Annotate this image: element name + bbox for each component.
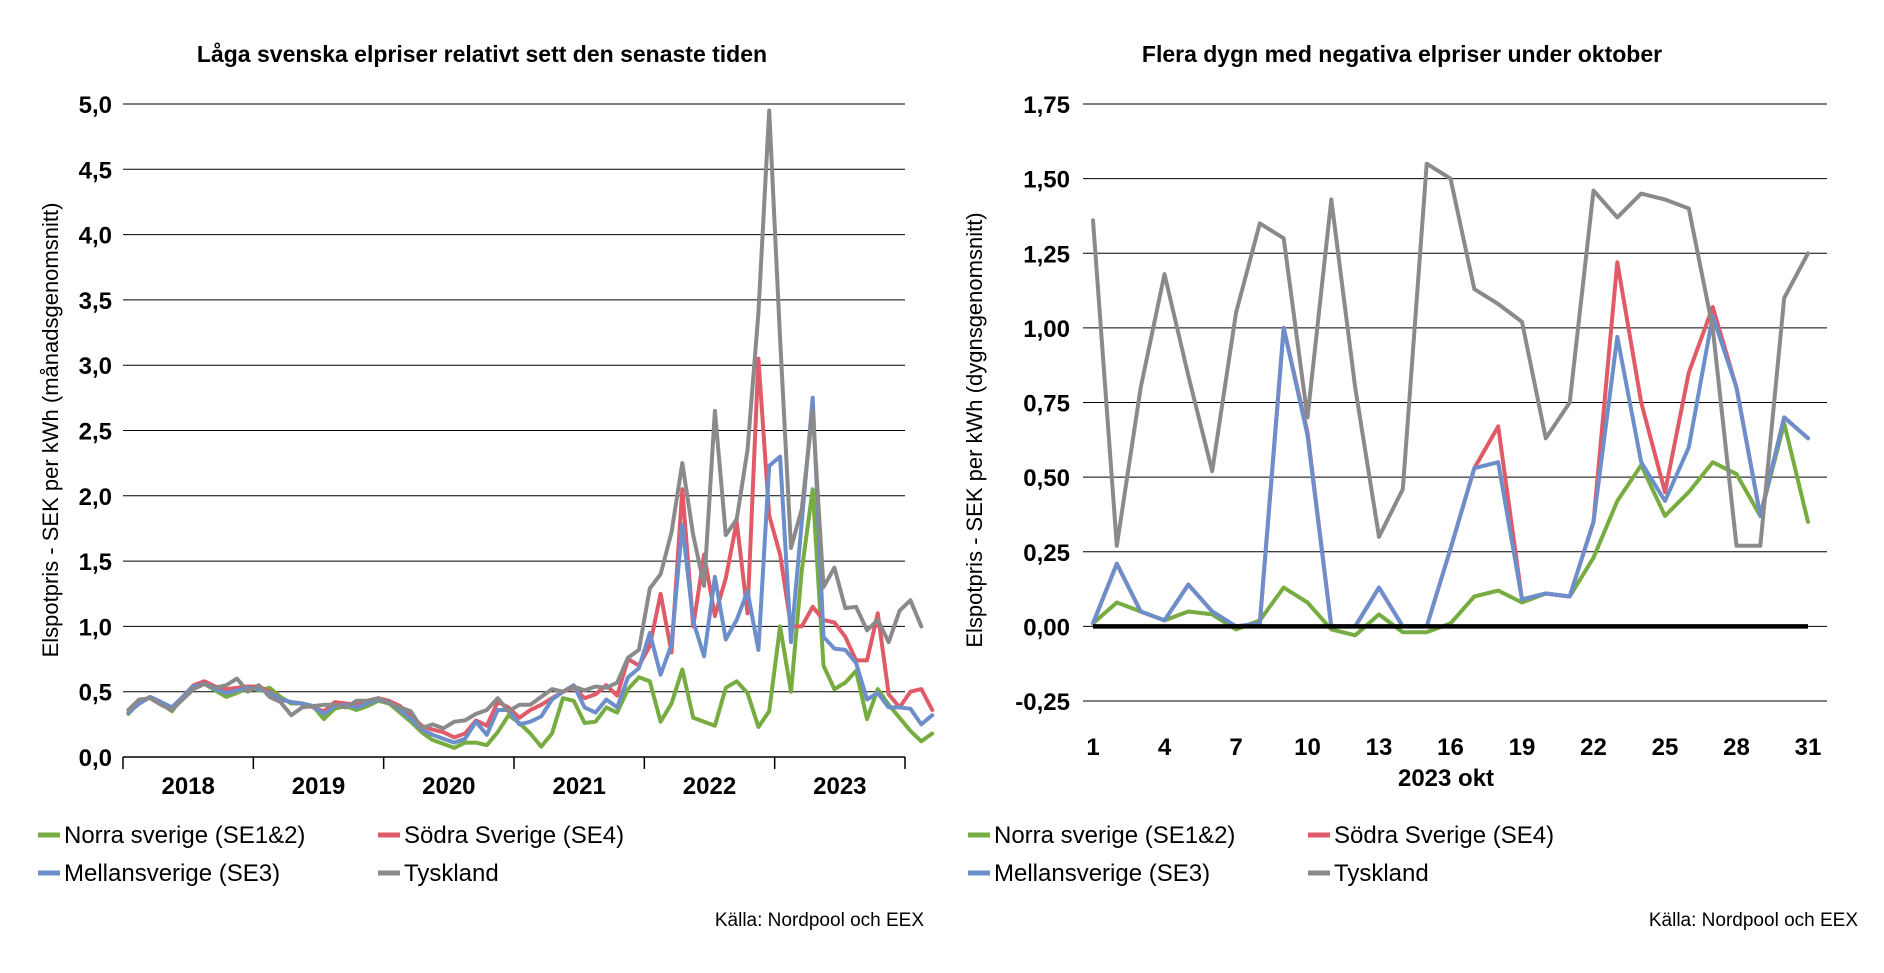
left-x-tick-label: 2023 (813, 773, 866, 800)
left-y-tick-label: 0,0 (79, 745, 112, 772)
right-x-tick-label: 4 (1158, 734, 1172, 761)
legend-label-tyskland: Tyskland (1334, 860, 1429, 887)
left-y-tick-label: 5,0 (79, 92, 112, 119)
left-x-tick-label: 2019 (292, 773, 345, 800)
right-x-tick-label: 25 (1652, 734, 1679, 761)
right-x-tick-label: 16 (1437, 734, 1464, 761)
left-y-tick-label: 3,0 (79, 353, 112, 380)
right-y-tick-label: -0,25 (1015, 689, 1070, 716)
legend-label-sodra: Södra Sverige (SE4) (404, 822, 624, 849)
legend-label-norra: Norra sverige (SE1&2) (994, 822, 1235, 849)
right-y-tick-label: 1,00 (1023, 316, 1070, 343)
right-series-line-tyskland (1093, 164, 1808, 546)
legend-label-mellan: Mellansverige (SE3) (64, 860, 280, 887)
right-x-tick-label: 7 (1229, 734, 1242, 761)
left-plot-area: 0,0 0,5 1,0 1,5 2,0 2,5 3,0 3,5 4,0 4,5 5,0 2018 201… (79, 92, 933, 800)
right-x-tick-label: 10 (1294, 734, 1321, 761)
left-x-tick-label: 2021 (552, 773, 605, 800)
left-series-line-tyskland (128, 111, 921, 729)
right-x-tick-label: 13 (1366, 734, 1393, 761)
left-x-tick-label: 2018 (161, 773, 214, 800)
right-y-tick-label: 1,75 (1023, 92, 1070, 119)
left-y-tick-label: 4,0 (79, 223, 112, 250)
right-x-tick-label: 19 (1509, 734, 1536, 761)
right-y-tick-label: 0,00 (1023, 614, 1070, 641)
right-source-note: Källa: Nordpool och EEX (1649, 910, 1858, 931)
left-chart-title: Låga svenska elpriser relativt sett den … (197, 41, 767, 67)
right-x-tick-label: 1 (1086, 734, 1099, 761)
right-y-tick-label: 1,50 (1023, 167, 1070, 194)
left-x-tick-label: 2022 (683, 773, 736, 800)
left-y-axis-label: Elspotpris - SEK per kWh (månadsgenomsni… (38, 203, 63, 658)
right-x-tick-label: 28 (1723, 734, 1750, 761)
left-y-tick-label: 3,5 (79, 288, 112, 315)
right-plot-area: -0,25 0,00 0,25 0,50 0,75 1,00 1,25 1,50 1,75 1 4 7… (1015, 92, 1827, 761)
left-legend: Norra sverige (SE1&2) Södra Sverige (SE4)… (38, 822, 624, 887)
right-y-axis-label: Elspotpris - SEK per kWh (dygnsgenomsnit… (962, 212, 987, 647)
legend-label-sodra: Södra Sverige (SE4) (1334, 822, 1554, 849)
left-y-tick-label: 1,5 (79, 549, 112, 576)
legend-label-mellan: Mellansverige (SE3) (994, 860, 1210, 887)
right-series-line-sodra (1093, 262, 1808, 626)
legend-label-tyskland: Tyskland (404, 860, 499, 887)
left-y-tick-label: 0,5 (79, 680, 112, 707)
right-y-tick-label: 0,50 (1023, 465, 1070, 492)
right-series-line-norra (1093, 423, 1808, 635)
left-y-tick-label: 2,0 (79, 484, 112, 511)
right-x-axis-label: 2023 okt (1398, 765, 1494, 792)
right-series-line-mellan (1093, 316, 1808, 627)
left-y-tick-label: 2,5 (79, 419, 112, 446)
right-legend: Norra sverige (SE1&2) Södra Sverige (SE4)… (968, 822, 1554, 887)
left-y-tick-label: 4,5 (79, 157, 112, 184)
right-y-tick-label: 0,75 (1023, 391, 1070, 418)
left-source-note: Källa: Nordpool och EEX (715, 910, 924, 931)
legend-label-norra: Norra sverige (SE1&2) (64, 822, 305, 849)
right-x-tick-label: 22 (1580, 734, 1607, 761)
left-x-tick-label: 2020 (422, 773, 475, 800)
left-y-tick-label: 1,0 (79, 614, 112, 641)
right-chart-title: Flera dygn med negativa elpriser under o… (1142, 41, 1662, 67)
right-y-tick-label: 0,25 (1023, 540, 1070, 567)
right-x-tick-label: 31 (1795, 734, 1822, 761)
right-y-tick-label: 1,25 (1023, 241, 1070, 268)
